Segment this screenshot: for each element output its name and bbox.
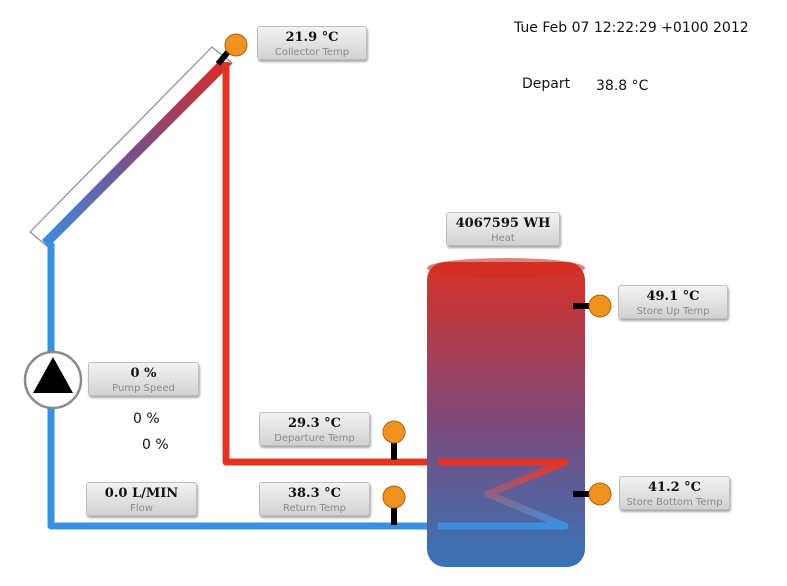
collector-sensor	[215, 33, 248, 66]
store-bottom-sensor	[573, 482, 612, 506]
solar-collector	[29, 46, 233, 248]
store-up-temp-panel: 49.1 °C Store Up Temp	[618, 285, 728, 319]
collector-temp-value: 21.9 °C	[285, 30, 339, 45]
heat-panel: 4067595 WH Heat	[446, 212, 560, 246]
store-bottom-temp-value: 41.2 °C	[647, 480, 702, 495]
collector-temp-panel: 21.9 °C Collector Temp	[257, 26, 367, 60]
departure-sensor	[382, 420, 406, 460]
return-temp-panel: 38.3 °C Return Temp	[259, 482, 370, 516]
pump-speed-panel: 0 % Pump Speed	[88, 362, 199, 396]
timestamp: Tue Feb 07 12:22:29 +0100 2012	[514, 20, 749, 36]
depart-value: 38.8 °C	[596, 78, 649, 94]
return-temp-label: Return Temp	[282, 503, 346, 514]
departure-temp-label: Departure Temp	[274, 433, 355, 444]
departure-temp-panel: 29.3 °C Departure Temp	[259, 412, 370, 446]
store-bottom-temp-label: Store Bottom Temp	[626, 497, 723, 508]
store-up-temp-value: 49.1 °C	[646, 289, 700, 304]
return-temp-value: 38.3 °C	[287, 486, 342, 501]
flow-panel: 0.0 L/MIN Flow	[86, 482, 197, 516]
storage-tank	[427, 258, 585, 567]
return-sensor	[382, 485, 406, 525]
heat-value: 4067595 WH	[455, 216, 551, 231]
pump-speed-value: 0 %	[130, 366, 157, 381]
store-up-temp-label: Store Up Temp	[636, 306, 710, 317]
flow-label: Flow	[130, 503, 153, 514]
collector-temp-label: Collector Temp	[274, 47, 350, 58]
heat-label: Heat	[491, 233, 515, 244]
percent-readout-1: 0 %	[133, 411, 160, 427]
flow-value: 0.0 L/MIN	[104, 486, 179, 501]
store-bottom-temp-panel: 41.2 °C Store Bottom Temp	[619, 476, 730, 510]
pump-icon[interactable]	[23, 350, 83, 410]
heat-exchanger-coil	[438, 458, 569, 530]
pump-speed-label: Pump Speed	[112, 383, 175, 394]
percent-readout-2: 0 %	[142, 437, 169, 453]
hot-pipe	[222, 62, 440, 466]
depart-label: Depart	[522, 76, 571, 92]
cold-pipe	[47, 243, 440, 530]
store-up-sensor	[573, 294, 612, 318]
departure-temp-value: 29.3 °C	[287, 416, 342, 431]
